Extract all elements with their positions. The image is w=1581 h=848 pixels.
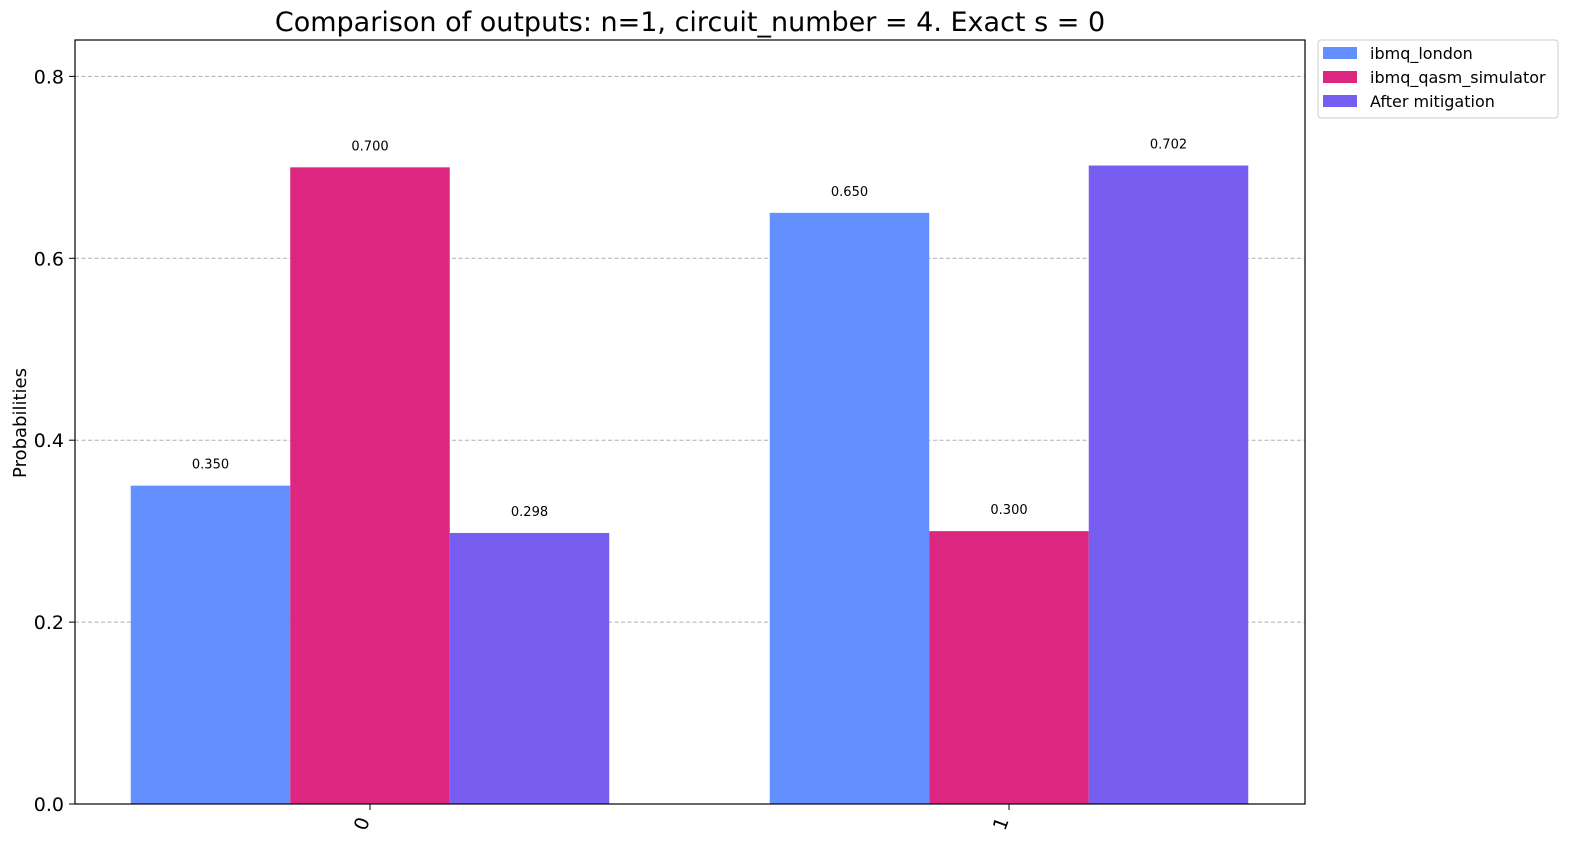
y-tick-label: 0.4 [34,430,64,452]
legend-frame [1317,39,1559,119]
x-tick-label: 0 [350,815,375,834]
legend-label: ibmq_qasm_simulator [1370,68,1546,88]
y-tick-label: 0.8 [34,66,64,88]
bar-value-label: 0.350 [192,458,229,473]
bar-value-label: 0.700 [351,139,388,154]
y-tick-label: 0.0 [34,794,64,816]
legend-label: After mitigation [1370,92,1495,111]
x-tick-label: 1 [989,815,1014,834]
bar-value-label: 0.298 [511,505,548,520]
bar-ibmq_london [769,212,930,805]
bar-after-mitigation [449,532,610,804]
bar-after-mitigation [1088,165,1249,804]
y-tick-label: 0.6 [34,248,64,270]
bar-ibmq_qasm_simulator [290,167,450,805]
y-tick-label: 0.2 [34,612,64,634]
bar-value-label: 0.702 [1150,138,1187,153]
legend-swatch [1323,95,1357,107]
bar-ibmq_london [130,485,291,804]
legend-swatch [1323,47,1357,59]
y-axis-label: Probabilities [10,368,31,478]
legend-label: ibmq_london [1370,44,1473,64]
bar-ibmq_qasm_simulator [929,531,1089,804]
bar-layer [130,165,1249,805]
bar-value-label: 0.300 [990,503,1027,518]
plot-frame [74,39,1306,805]
legend: ibmq_london ibmq_qasm_simulator After miti… [1317,39,1559,119]
legend-swatch [1323,71,1357,83]
chart-title: Comparison of outputs: n=1, circuit_numb… [275,7,1105,38]
bar-value-label: 0.650 [831,185,868,200]
bar-value-labels: 0.350 0.700 0.298 0.650 0.300 0.702 [192,138,1187,520]
